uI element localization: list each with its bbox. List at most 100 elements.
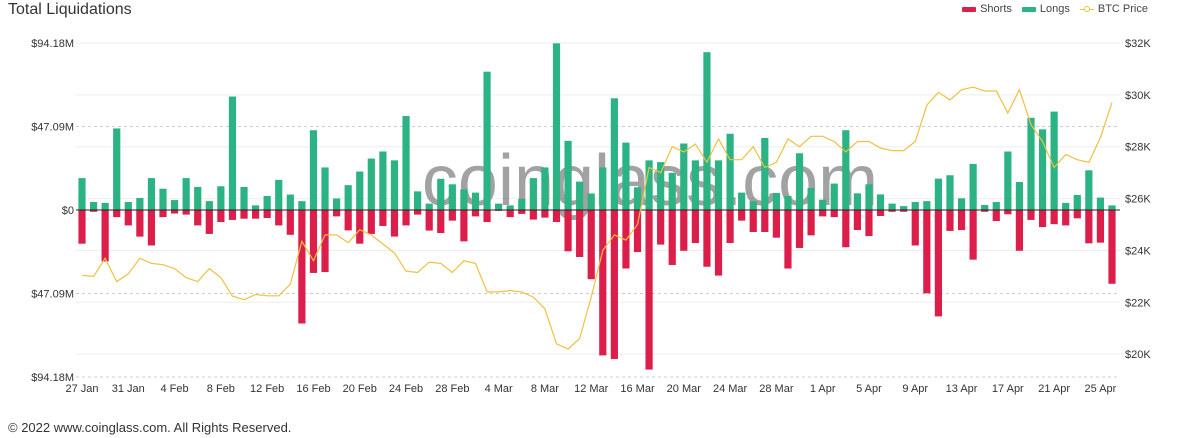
longs-bar [113, 128, 121, 210]
shorts-bar [425, 210, 433, 231]
longs-bar [1062, 202, 1070, 210]
shorts-bar [1073, 210, 1081, 219]
right-axis-tick: $28K [1125, 142, 1151, 154]
shorts-bar [251, 210, 260, 219]
longs-bar [240, 186, 248, 210]
shorts-bar [483, 210, 491, 223]
liquidations-chart: coinglass.com $94.18M$47.09M$0$47.09M$94… [31, 38, 1151, 395]
shorts-bar [865, 210, 873, 237]
x-axis-tick: 4 Mar [485, 383, 513, 395]
legend-shorts-label: Shorts [980, 3, 1012, 15]
longs-bar [1050, 111, 1058, 210]
shorts-bar [147, 210, 156, 246]
longs-bar [217, 186, 225, 210]
shorts-bar [379, 210, 387, 226]
longs-bar [518, 199, 526, 210]
x-axis-tick: 4 Feb [161, 383, 189, 395]
longs-bar [228, 96, 237, 210]
shorts-bar [830, 210, 838, 218]
shorts-bar [89, 210, 98, 212]
x-axis-tick: 27 Jan [65, 383, 98, 395]
shorts-bar [552, 210, 561, 223]
longs-bar [645, 160, 653, 210]
longs-bar [680, 143, 688, 210]
right-axis-tick: $20K [1125, 349, 1151, 361]
shorts-bar [194, 210, 202, 226]
longs-bar [321, 167, 329, 210]
shorts-bar [772, 210, 780, 238]
shorts-bar [437, 210, 445, 234]
shorts-bar [286, 210, 294, 235]
longs-bar [876, 194, 885, 210]
shorts-bar [703, 210, 711, 267]
shorts-bar [992, 210, 1000, 221]
shorts-bar [344, 210, 352, 231]
shorts-bar [101, 210, 109, 262]
x-axis-tick: 16 Mar [620, 383, 655, 395]
shorts-bar [460, 210, 468, 242]
longs-bar [460, 189, 468, 210]
legend-longs[interactable]: Longs [1021, 3, 1070, 15]
legend-btc-price[interactable]: BTC Price [1079, 3, 1148, 15]
longs-bar [541, 167, 549, 210]
longs-bar [714, 160, 723, 210]
longs-bar [78, 178, 86, 210]
legend: Shorts Longs BTC Price [962, 3, 1148, 15]
shorts-bar [240, 210, 248, 219]
shorts-bar [1038, 210, 1047, 228]
shorts-bar [853, 210, 861, 231]
left-axis-tick: $94.18M [31, 38, 74, 50]
longs-bar [529, 178, 537, 210]
longs-bar [552, 43, 561, 210]
shorts-bar [518, 210, 526, 214]
btc-price-line-icon [1079, 5, 1094, 13]
shorts-bar [876, 210, 885, 217]
shorts-bar [182, 210, 190, 215]
longs-bar [946, 175, 954, 210]
longs-bar [506, 205, 514, 210]
shorts-bar [356, 210, 364, 244]
x-axis-tick: 13 Apr [946, 383, 978, 395]
shorts-bar [657, 210, 665, 245]
right-axis-tick: $32K [1125, 38, 1151, 50]
longs-bar [205, 201, 213, 210]
right-axis-tick: $22K [1125, 297, 1151, 309]
longs-bar [298, 201, 306, 210]
x-axis-tick: 24 Feb [389, 383, 423, 395]
legend-btc-price-label: BTC Price [1097, 3, 1148, 15]
shorts-bar [795, 210, 804, 248]
shorts-bar [587, 210, 595, 280]
x-axis-tick: 8 Mar [531, 383, 559, 395]
shorts-bar [275, 210, 283, 226]
x-axis-tick: 24 Mar [713, 383, 748, 395]
shorts-bar [610, 210, 618, 359]
longs-bar [668, 172, 676, 210]
legend-shorts[interactable]: Shorts [962, 3, 1012, 15]
longs-bar [564, 140, 572, 210]
shorts-bar [691, 210, 699, 243]
shorts-bar [911, 210, 919, 246]
longs-bar [657, 162, 665, 210]
left-axis-tick: $47.09M [31, 289, 74, 301]
x-axis-tick: 8 Feb [207, 383, 235, 395]
shorts-bar [680, 210, 688, 251]
shorts-bar [576, 210, 584, 257]
shorts-bar [738, 210, 746, 221]
shorts-bar [506, 210, 514, 218]
shorts-bar [529, 210, 537, 220]
longs-bar [599, 167, 607, 210]
x-axis-tick: 16 Feb [296, 383, 330, 395]
shorts-bar [807, 210, 815, 236]
shorts-bar [784, 210, 792, 269]
shorts-bar [263, 210, 271, 218]
longs-bar [691, 160, 699, 210]
shorts-bar [957, 210, 966, 231]
x-axis-tick: 20 Feb [343, 383, 377, 395]
longs-bar [1004, 151, 1012, 210]
longs-bar [819, 199, 827, 210]
btc-price-line [81, 86, 1113, 350]
shorts-bar [414, 210, 422, 215]
shorts-bar [136, 210, 144, 237]
longs-bar [402, 116, 410, 210]
x-axis-tick: 28 Feb [435, 383, 469, 395]
